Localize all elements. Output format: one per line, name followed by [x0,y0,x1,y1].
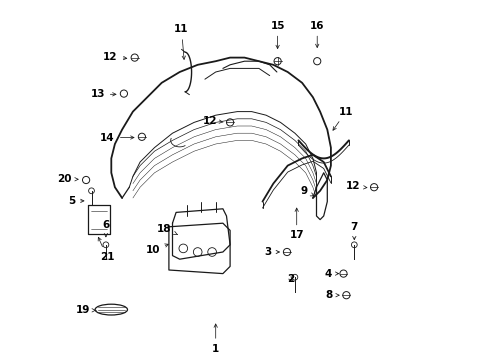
Text: 21: 21 [98,237,114,262]
Text: 16: 16 [309,21,324,48]
Text: 8: 8 [325,290,339,300]
Text: 2: 2 [286,274,294,284]
Text: 10: 10 [145,244,168,255]
Text: 9: 9 [300,186,313,196]
Text: 6: 6 [102,220,109,237]
Text: 12: 12 [103,52,126,62]
Text: 7: 7 [350,222,357,240]
Text: 12: 12 [345,181,366,192]
Text: 14: 14 [100,132,134,143]
Text: 1: 1 [212,324,219,354]
Text: 17: 17 [289,208,304,240]
Text: 13: 13 [90,89,116,99]
Text: 15: 15 [270,21,285,49]
Text: 3: 3 [264,247,279,257]
Text: 11: 11 [174,24,188,59]
Text: 20: 20 [57,174,78,184]
Text: 11: 11 [332,107,353,130]
Text: 4: 4 [324,269,338,279]
Text: 5: 5 [68,196,84,206]
Text: 19: 19 [76,305,96,315]
Text: 12: 12 [203,116,223,126]
Text: 18: 18 [157,224,177,234]
